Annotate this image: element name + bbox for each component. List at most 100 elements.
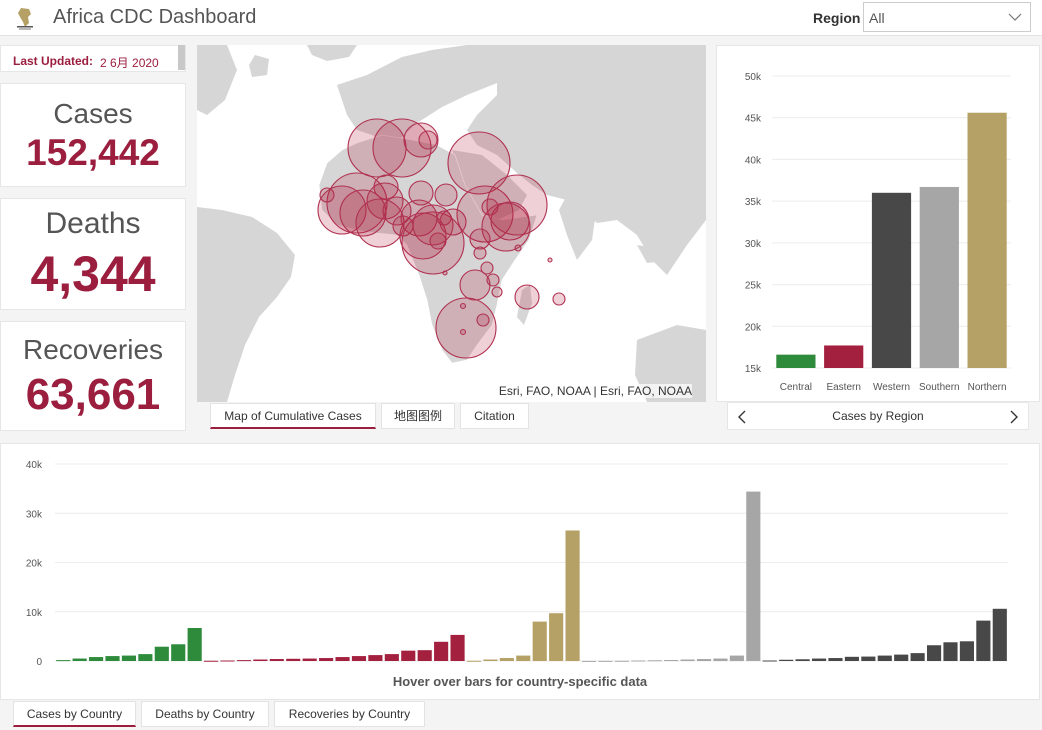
country-bar-western[interactable] xyxy=(795,659,810,661)
country-bar-eastern[interactable] xyxy=(417,650,432,661)
y-tick-label: 45k xyxy=(745,114,762,125)
country-chart-canvas[interactable]: 0 10k 20k 30k 40k xyxy=(1,444,1041,669)
country-bar-central[interactable] xyxy=(105,656,120,661)
country-bar-western[interactable] xyxy=(779,659,794,661)
y-tick-label: 40k xyxy=(26,460,43,471)
tab-deaths-by-country[interactable]: Deaths by Country xyxy=(141,701,269,727)
country-bar-western[interactable] xyxy=(828,658,843,661)
country-bar-western[interactable] xyxy=(926,645,942,661)
country-bar-eastern[interactable] xyxy=(286,658,301,661)
tab-map-legend[interactable]: 地图图例 xyxy=(381,403,455,429)
country-bar-eastern[interactable] xyxy=(220,660,235,662)
country-chart-hint: Hover over bars for country-specific dat… xyxy=(392,674,648,689)
country-bar-eastern[interactable] xyxy=(269,659,284,661)
country-bar-eastern[interactable] xyxy=(319,658,334,661)
africa-cdc-logo xyxy=(13,6,37,30)
region-bar-northern[interactable] xyxy=(967,112,1007,368)
chevron-right-icon[interactable] xyxy=(1009,410,1019,424)
cases-label: Cases xyxy=(53,98,133,129)
recoveries-card: Recoveries 63,661 xyxy=(0,321,186,431)
country-bar-southern[interactable] xyxy=(729,655,744,661)
country-bar-western[interactable] xyxy=(894,654,909,661)
country-bar-eastern[interactable] xyxy=(253,659,268,661)
y-tick-label: 25k xyxy=(745,281,762,292)
region-bar-eastern[interactable] xyxy=(824,345,864,368)
header-bar: Africa CDC Dashboard Region All xyxy=(0,0,1042,36)
y-tick-label: 30k xyxy=(26,509,43,520)
country-bar-western[interactable] xyxy=(992,608,1007,661)
y-tick-label: 0 xyxy=(36,657,42,668)
y-tick-label: 20k xyxy=(26,559,43,570)
country-bar-northern[interactable] xyxy=(549,613,564,661)
cases-by-country-chart: 0 10k 20k 30k 40k Hover over bars for countr… xyxy=(0,443,1040,700)
country-bar-eastern[interactable] xyxy=(450,634,465,661)
country-bar-northern[interactable] xyxy=(466,660,482,662)
country-bar-southern[interactable] xyxy=(746,491,761,661)
country-bar-eastern[interactable] xyxy=(351,656,367,661)
country-bar-eastern[interactable] xyxy=(335,657,350,661)
country-bar-western[interactable] xyxy=(861,656,876,661)
country-bar-southern[interactable] xyxy=(631,660,646,662)
map-attribution: Esri, FAO, NOAA | Esri, FAO, NOAA xyxy=(498,384,692,398)
country-bar-central[interactable] xyxy=(154,646,169,661)
country-bar-western[interactable] xyxy=(844,656,859,661)
country-bar-eastern[interactable] xyxy=(236,660,252,662)
country-bar-central[interactable] xyxy=(89,657,104,661)
country-bar-southern[interactable] xyxy=(581,660,597,662)
country-bar-southern[interactable] xyxy=(713,658,728,661)
country-bar-central[interactable] xyxy=(72,658,87,661)
region-chart-canvas: 15k 20k 25k 30k 35k 40k 45k 50k Central Eastern We… xyxy=(745,72,1011,393)
country-bar-southern[interactable] xyxy=(598,660,613,662)
country-bar-western[interactable] xyxy=(877,655,892,661)
country-bar-western[interactable] xyxy=(811,658,827,661)
country-bar-western[interactable] xyxy=(976,620,991,661)
last-updated-value: 2 6月 2020 xyxy=(100,56,159,70)
tab-cases-by-country[interactable]: Cases by Country xyxy=(13,701,136,727)
country-bar-southern[interactable] xyxy=(680,659,695,661)
region-bar-southern[interactable] xyxy=(919,186,959,368)
y-tick-label: 30k xyxy=(745,239,762,250)
country-bar-southern[interactable] xyxy=(647,660,662,662)
country-bar-southern[interactable] xyxy=(696,659,712,661)
country-bar-northern[interactable] xyxy=(499,658,514,661)
country-bar-eastern[interactable] xyxy=(204,660,219,662)
country-bar-northern[interactable] xyxy=(532,621,547,661)
chevron-left-icon[interactable] xyxy=(737,410,747,424)
country-bar-central[interactable] xyxy=(56,660,71,662)
x-tick-label: Western xyxy=(873,382,910,393)
country-bar-eastern[interactable] xyxy=(302,658,317,661)
map-canvas[interactable] xyxy=(197,45,706,402)
country-bar-western[interactable] xyxy=(762,660,777,662)
tab-citation[interactable]: Citation xyxy=(460,403,529,429)
country-bar-central[interactable] xyxy=(121,655,137,661)
country-bar-western[interactable] xyxy=(959,641,974,661)
country-bar-western[interactable] xyxy=(943,642,958,661)
country-bar-eastern[interactable] xyxy=(434,641,449,661)
y-tick-label: 15k xyxy=(745,364,762,375)
region-select[interactable]: All xyxy=(863,2,1031,32)
chevron-down-icon xyxy=(1008,13,1022,21)
region-chart-footer: Cases by Region xyxy=(727,402,1029,430)
tab-recoveries-by-country[interactable]: Recoveries by Country xyxy=(274,701,425,727)
region-bar-western[interactable] xyxy=(871,192,912,368)
country-bar-southern[interactable] xyxy=(664,660,679,662)
region-select-value: All xyxy=(869,10,885,26)
country-bar-northern[interactable] xyxy=(483,659,498,661)
country-bar-western[interactable] xyxy=(910,653,925,661)
country-bar-eastern[interactable] xyxy=(368,655,383,661)
country-bar-central[interactable] xyxy=(187,628,202,661)
country-bar-southern[interactable] xyxy=(614,660,629,662)
country-bar-central[interactable] xyxy=(138,654,153,661)
country-bar-northern[interactable] xyxy=(565,530,580,661)
tab-map-of-cumulative-cases[interactable]: Map of Cumulative Cases xyxy=(210,403,376,429)
deaths-value: 4,344 xyxy=(30,246,156,302)
x-tick-label: Northern xyxy=(968,382,1007,393)
x-tick-label: Eastern xyxy=(826,382,860,393)
region-bar-central[interactable] xyxy=(776,354,816,368)
cases-map[interactable]: Esri, FAO, NOAA | Esri, FAO, NOAA xyxy=(197,45,706,402)
country-bar-eastern[interactable] xyxy=(384,654,399,661)
country-bar-northern[interactable] xyxy=(516,655,531,661)
country-bar-central[interactable] xyxy=(171,644,186,661)
country-bar-eastern[interactable] xyxy=(401,650,416,661)
scrollbar-thumb[interactable] xyxy=(178,45,185,70)
